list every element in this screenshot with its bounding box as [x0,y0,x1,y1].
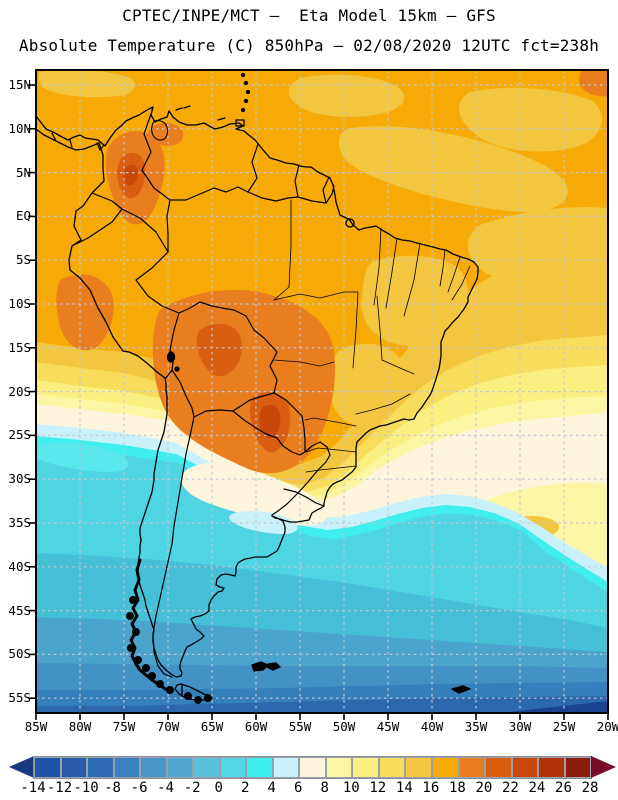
colorbar-cell--4-to--2 [166,757,194,778]
colorbar-cell-2-to-4 [246,757,273,778]
colorbar-cell-18-to-20 [458,757,486,778]
colorbar-cell--10-to--8 [87,757,114,778]
state-borders [273,199,471,473]
colorbar-cell-20-to-22 [485,757,512,778]
lat-tick-label-45S: 45S [8,602,31,618]
map-frame [35,69,609,714]
lon-tick-label-70W: 70W [156,719,180,734]
colorbar-cell-10-to-12 [352,757,379,778]
colorbar-tick-label-14: 14 [395,780,413,796]
colorbar-cell-4-to-6 [272,757,300,778]
axis-ticks [28,84,609,720]
lat-tick-label-10S: 10S [8,296,31,311]
colorbar-tick-label-6: 6 [294,780,303,796]
lat-tick-label-15N: 15N [8,77,31,92]
lake-titicaca [166,351,176,363]
lon-tick-label-75W: 75W [112,719,136,734]
lon-tick-label-60W: 60W [244,719,268,734]
colorbar-cell-24-to-26 [538,757,565,778]
colorbar-tick-label-4: 4 [267,780,276,796]
falkland-islands [251,661,269,672]
lat-tick-label-25S: 25S [8,427,31,443]
lat-tick-label-20S: 20S [8,383,31,399]
colorbar-cell-14-to-16 [405,757,432,778]
colorbar-cell-16-to-18 [431,757,459,778]
lat-tick-label-55S: 55S [8,690,31,706]
colorbar-tick-label--12: -12 [46,780,73,796]
colorbar-cells [33,756,592,779]
patagonia-fjords [126,558,212,704]
lon-tick-label-85W: 85W [24,719,48,734]
lon-tick-label-25W: 25W [552,719,576,734]
lon-tick-label-20W: 20W [596,719,618,734]
lat-tick-label-5N: 5N [15,164,31,180]
colorbar-tick-label-22: 22 [501,780,519,796]
colorbar-right-arrow [591,756,616,778]
colorbar-tick-label--8: -8 [104,780,121,796]
colorbar-cell--6-to--4 [140,757,167,778]
colorbar-tick-label-10: 10 [342,780,360,796]
lat-tick-label-50S: 50S [8,646,31,662]
colorbar-tick-label-24: 24 [528,780,546,796]
map-subtitle: Absolute Temperature (C) 850hPa — 02/08/… [18,36,600,55]
south-america-temperature-map [28,69,609,720]
colorbar-cell-22-to-24 [511,757,539,778]
gridlines [36,70,608,713]
lon-tick-label-50W: 50W [332,719,356,734]
colorbar-cell-8-to-10 [325,757,353,778]
colorbar-cell--12-to--10 [60,757,88,778]
colorbar-tick-label-2: 2 [240,780,250,796]
lon-tick-label-40W: 40W [420,719,444,734]
colorbar-tick-label-0: 0 [214,780,223,796]
colorbar-tick-label--10: -10 [73,780,99,796]
lon-tick-label-65W: 65W [200,719,224,734]
lon-tick-label-35W: 35W [464,719,488,734]
colorbar-cell--14-to--12 [34,757,61,778]
colorbar-tick-label-28: 28 [581,780,599,796]
islands [166,72,471,694]
lat-tick-label-5S: 5S [15,252,31,268]
colorbar-cell-6-to-8 [299,757,326,778]
colorbar-tick-label--4: -4 [157,780,175,796]
colorbar-tick-label--6: -6 [130,780,148,796]
coastline-south-america [36,106,479,678]
lake-maracaibo [151,119,169,141]
colorbar-tick-label-18: 18 [448,780,466,796]
colorbar-tick-label-26: 26 [555,780,572,796]
lat-tick-label-10N: 10N [8,120,31,136]
country-borders [51,113,335,678]
south-georgia [451,685,471,694]
colorbar-tick-label-20: 20 [475,780,493,796]
colorbar-tick-label-16: 16 [422,780,440,796]
colorbar-tick-label-8: 8 [320,780,329,796]
colorbar-tick-label--2: -2 [183,780,201,796]
coastlines-and-borders [36,72,479,704]
colorbar-cell-26-to-28 [564,757,592,778]
lat-tick-label-15S: 15S [8,339,31,355]
colorbar-cell-0-to-2 [219,757,247,778]
lon-tick-label-45W: 45W [376,719,400,734]
colorbar-tick-label--14: -14 [20,780,46,796]
map-title: CPTEC/INPE/MCT — Eta Model 15km — GFS [122,6,496,25]
lat-tick-label-30S: 30S [8,471,31,487]
lon-tick-label-55W: 55W [288,719,312,734]
colorbar-cell-12-to-14 [378,757,406,778]
lon-tick-label-30W: 30W [508,719,532,734]
lat-tick-label-40S: 40S [8,558,31,574]
lat-tick-label-EQ: EQ [15,208,31,224]
colorbar-cell--8-to--6 [113,757,141,778]
colorbar-cell--2-to-0 [193,757,220,778]
lat-tick-label-35S: 35S [8,515,31,530]
colorbar-left-arrow [9,756,34,778]
lon-tick-label-80W: 80W [68,719,92,734]
colorbar-tick-label-12: 12 [369,780,387,796]
